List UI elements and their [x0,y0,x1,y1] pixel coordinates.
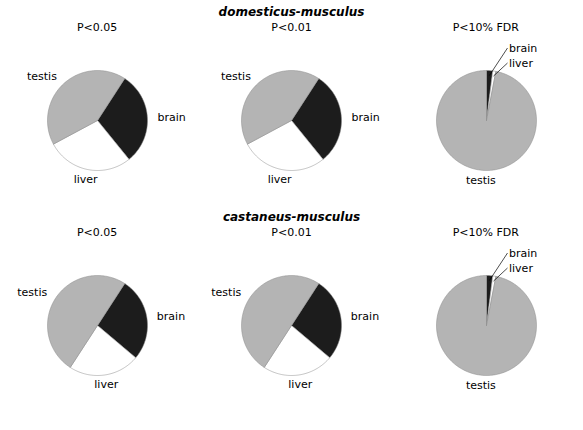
html-text:P<10% FDR: P<10% FDR [452,226,519,239]
html-text:P<0.01: P<0.01 [271,226,312,239]
svg-text:liver: liver [268,173,292,186]
html-text:domesticus-musculus: domesticus-musculus [218,5,365,19]
svg-text:liver: liver [509,57,533,70]
html-text:castaneus-musculus: castaneus-musculus [222,210,361,224]
svg-text:brain: brain [352,111,380,124]
html-text:P<10% FDR: P<10% FDR [452,21,519,34]
html-text:P<0.05: P<0.05 [77,21,118,34]
svg-text:testis: testis [17,286,47,299]
svg-text:testis: testis [466,379,496,392]
svg-text:brain: brain [509,42,537,55]
svg-text:testis: testis [466,174,496,187]
svg-text:liver: liver [74,173,98,186]
html-text:P<0.05: P<0.05 [77,226,118,239]
svg-text:brain: brain [157,310,185,323]
svg-text:liver: liver [94,378,118,391]
svg-text:brain: brain [351,310,379,323]
svg-text:testis: testis [221,70,251,83]
svg-text:testis: testis [212,286,242,299]
svg-text:liver: liver [289,378,313,391]
svg-text:testis: testis [27,70,57,83]
svg-text:brain: brain [158,111,186,124]
svg-text:brain: brain [509,247,537,260]
html-text:P<0.01: P<0.01 [271,21,312,34]
svg-text:liver: liver [509,262,533,275]
